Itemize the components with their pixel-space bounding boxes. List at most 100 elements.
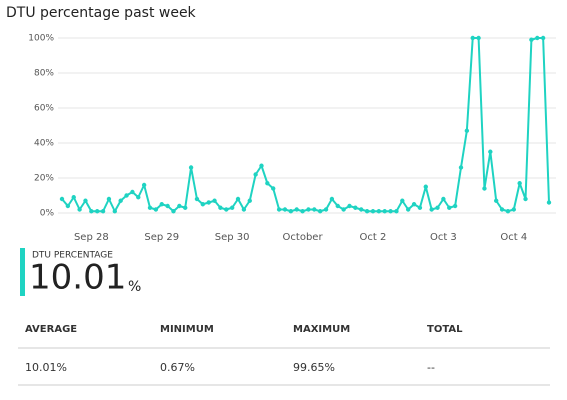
point [464, 128, 470, 133]
point [253, 172, 258, 177]
point [400, 198, 405, 203]
point [505, 209, 511, 214]
point [235, 196, 241, 202]
point [141, 182, 147, 188]
point [206, 200, 211, 205]
point [317, 209, 323, 214]
x-tick-label: Sep 29 [144, 232, 179, 243]
point [183, 205, 188, 210]
x-tick-label: Oct 4 [500, 232, 527, 243]
point [405, 207, 411, 212]
point [529, 37, 534, 42]
point [535, 35, 540, 41]
point [224, 207, 229, 212]
point [112, 209, 118, 214]
point [523, 196, 528, 202]
summary-unit: % [128, 279, 141, 295]
point [218, 205, 223, 210]
point [300, 209, 305, 214]
table-header: MAXIMUM [293, 324, 350, 335]
point [429, 207, 434, 212]
point [376, 209, 382, 214]
point [265, 181, 270, 186]
chart-title: DTU percentage past week [6, 5, 197, 21]
point [241, 207, 247, 212]
point [95, 209, 100, 214]
table-cell: 10.01% [25, 361, 67, 374]
point [153, 207, 159, 212]
point [165, 203, 170, 209]
point [341, 207, 346, 212]
x-tick-label: Oct 3 [430, 232, 457, 243]
point [65, 203, 71, 209]
point [423, 184, 428, 189]
point [212, 198, 217, 203]
x-tick-label: Oct 2 [360, 232, 387, 243]
point [77, 207, 82, 212]
point [59, 196, 65, 202]
point [177, 203, 182, 209]
point [306, 207, 311, 212]
y-tick-label: 100% [28, 34, 54, 44]
point [124, 193, 129, 198]
point [271, 186, 276, 191]
point [100, 209, 106, 214]
x-tick-label: Sep 28 [74, 232, 109, 243]
point [259, 163, 264, 168]
point [511, 207, 516, 212]
point [347, 203, 352, 209]
point [417, 205, 423, 210]
point [194, 196, 200, 202]
point [364, 209, 370, 214]
point [359, 207, 364, 212]
point [370, 209, 376, 214]
point [312, 207, 317, 212]
point [159, 202, 164, 207]
table-header: TOTAL [427, 324, 463, 335]
point [147, 205, 153, 210]
point [517, 181, 522, 186]
point [276, 207, 282, 212]
point [540, 35, 546, 41]
point [329, 196, 335, 202]
point [335, 203, 340, 209]
point [488, 149, 493, 154]
point [441, 196, 446, 202]
x-tick-label: Sep 30 [215, 232, 250, 243]
point [200, 202, 206, 207]
y-tick-label: 60% [34, 104, 54, 114]
y-tick-label: 40% [34, 139, 54, 149]
point [71, 195, 76, 200]
point [493, 198, 499, 203]
point [288, 209, 294, 214]
summary-value: 10.01 [29, 258, 126, 298]
table-cell: 0.67% [160, 361, 195, 374]
point [188, 165, 194, 170]
point [382, 209, 387, 214]
point [458, 165, 464, 170]
point [171, 209, 176, 214]
point [89, 209, 94, 214]
point [136, 195, 141, 200]
table-cell: -- [427, 361, 435, 374]
point [323, 207, 329, 212]
y-tick-label: 20% [34, 174, 54, 184]
point [130, 189, 135, 195]
point [118, 198, 123, 203]
point [353, 205, 358, 210]
summary-label: DTU PERCENTAGE [32, 251, 113, 261]
point [411, 202, 417, 207]
point [106, 196, 112, 202]
line [61, 37, 550, 213]
point [499, 207, 505, 212]
point [394, 209, 399, 214]
y-tick-label: 80% [34, 69, 54, 79]
accent-bar [20, 248, 25, 296]
point [388, 209, 393, 214]
point [229, 205, 235, 210]
point [294, 207, 299, 212]
table-header: AVERAGE [25, 324, 77, 335]
table-cell: 99.65% [293, 361, 335, 374]
point [476, 35, 481, 41]
